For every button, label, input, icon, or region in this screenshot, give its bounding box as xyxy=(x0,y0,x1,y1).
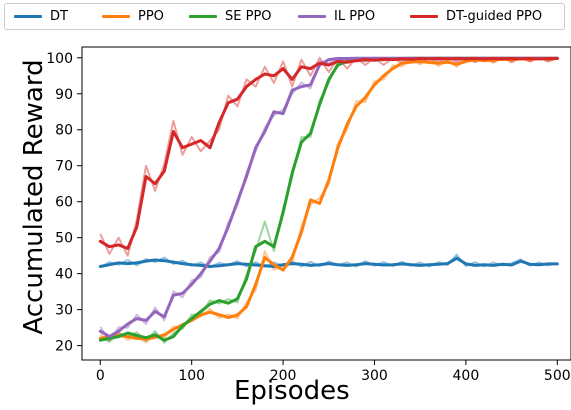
y-tick-label: 80 xyxy=(55,123,73,139)
x-tick-label: 300 xyxy=(361,368,388,384)
y-axis-title: Accumulated Reward xyxy=(19,59,49,335)
y-tick-label: 40 xyxy=(55,267,73,283)
series-raw-ppo xyxy=(99,56,558,344)
y-tick-label: 50 xyxy=(55,231,73,247)
y-tick-label: 20 xyxy=(55,339,73,355)
chart-legend: DT PPO SE PPO IL PPO DT-guided PPO xyxy=(4,3,565,30)
legend-item-se-ppo: SE PPO xyxy=(189,4,272,29)
x-tick-label: 200 xyxy=(270,368,297,384)
legend-label: DT-guided PPO xyxy=(446,9,543,24)
y-tick-label: 70 xyxy=(55,159,73,175)
series-line-dt-guided-ppo xyxy=(98,57,559,250)
y-tick-label: 60 xyxy=(55,195,73,211)
raw-series-layer xyxy=(99,56,558,344)
legend-item-dt-guided-ppo: DT-guided PPO xyxy=(410,4,542,29)
legend-swatch xyxy=(189,15,217,18)
smoothed-series-layer xyxy=(98,56,559,342)
series-raw-il-ppo xyxy=(99,56,558,342)
x-tick-label: 0 xyxy=(96,368,105,384)
legend-item-ppo: PPO xyxy=(102,4,164,29)
y-tick-label: 30 xyxy=(55,303,73,319)
legend-item-dt: DT xyxy=(14,4,68,29)
legend-swatch xyxy=(410,15,438,18)
plot-frame xyxy=(81,46,571,361)
legend-label: DT xyxy=(50,9,68,24)
series-line-ppo xyxy=(98,57,559,341)
series-line-il-ppo xyxy=(98,56,559,339)
legend-swatch xyxy=(14,15,42,18)
series-line-dt xyxy=(98,256,559,268)
legend-swatch xyxy=(298,15,326,18)
legend-label: PPO xyxy=(138,9,164,24)
x-tick-label: 100 xyxy=(178,368,205,384)
series-line-se-ppo xyxy=(98,56,559,342)
y-tick-label: 90 xyxy=(55,87,73,103)
legend-item-il-ppo: IL PPO xyxy=(298,4,375,29)
x-axis-title: Episodes xyxy=(234,376,350,406)
y-tick-label: 100 xyxy=(46,51,73,67)
x-tick-label: 400 xyxy=(453,368,480,384)
legend-label: SE PPO xyxy=(225,9,272,24)
plot-area: 0 100 200 300 400 500 20 30 40 50 60 70 80 90 100 xyxy=(46,46,571,384)
series-raw-se-ppo xyxy=(99,56,558,344)
legend-label: IL PPO xyxy=(334,9,376,24)
x-tick-label: 500 xyxy=(544,368,571,384)
legend-swatch xyxy=(102,15,130,18)
